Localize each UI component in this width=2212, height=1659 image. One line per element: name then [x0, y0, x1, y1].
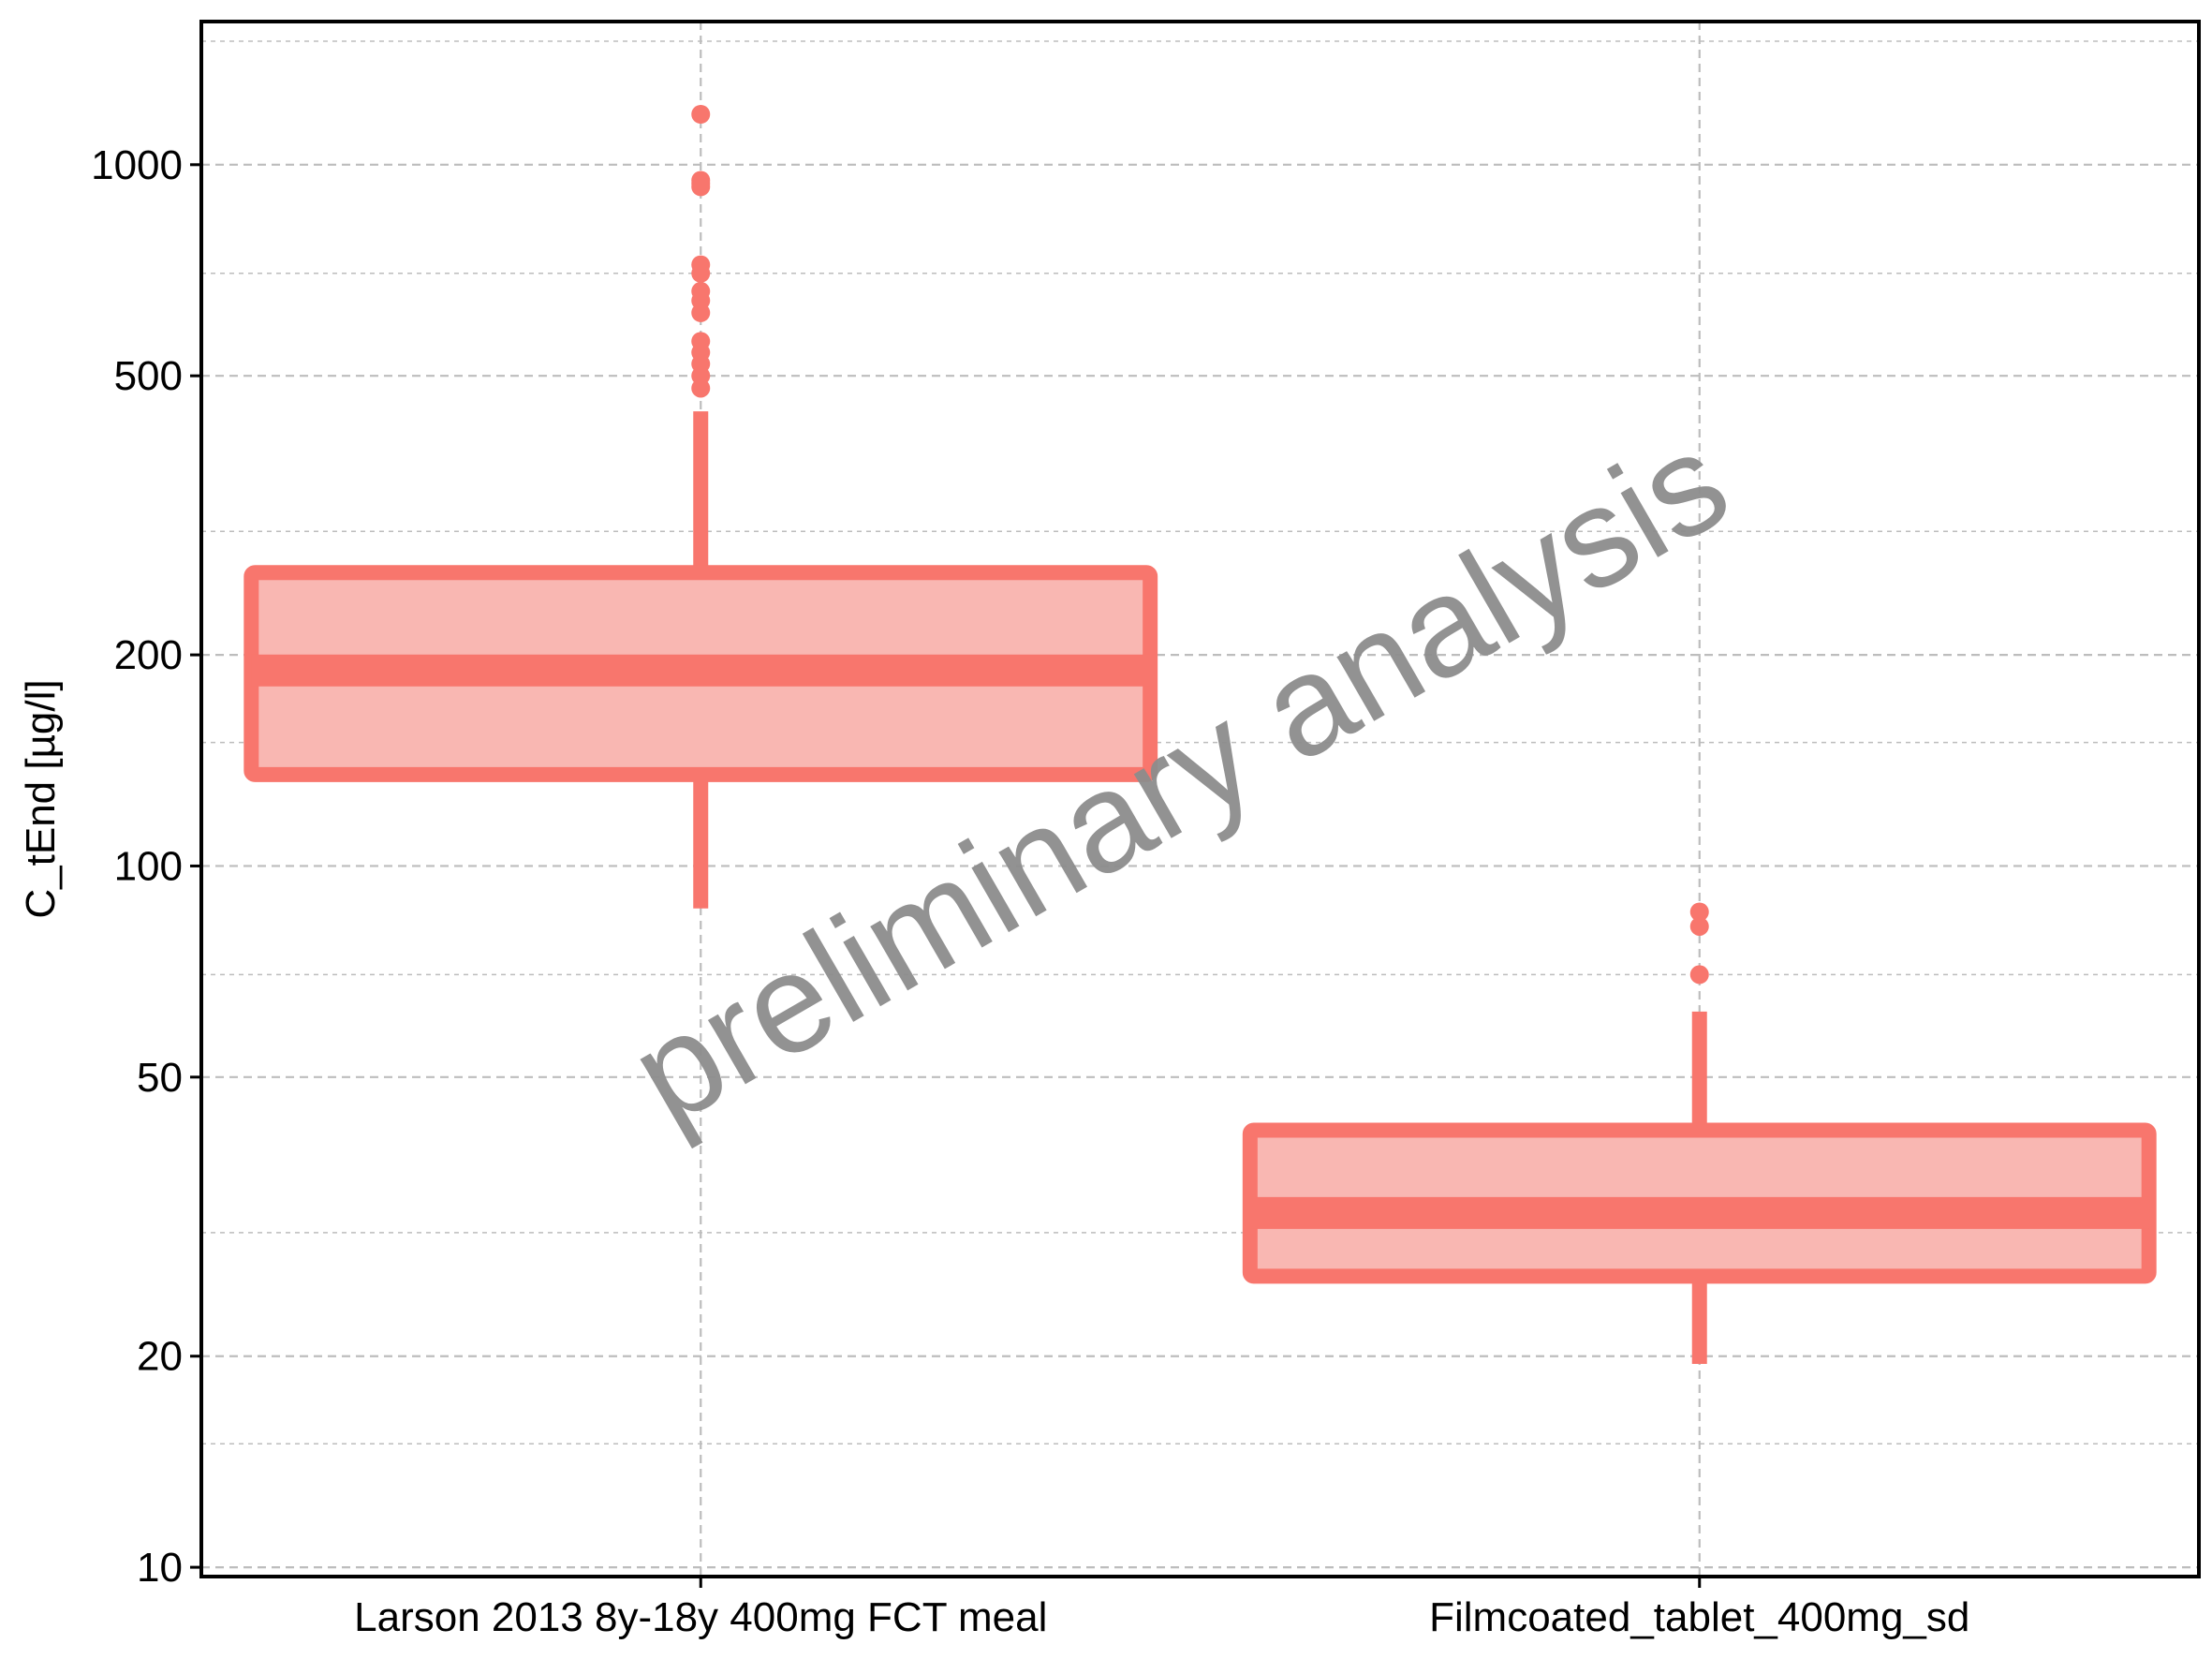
outlier-point	[691, 263, 711, 283]
outlier-point	[691, 378, 711, 398]
y-axis-title: C_tEnd [µg/l]	[18, 679, 64, 918]
y-tick-label: 10	[137, 1545, 183, 1591]
x-tick-label: Larson 2013 8y-18y 400mg FCT meal	[354, 1594, 1047, 1640]
y-tick-label: 1000	[91, 142, 183, 188]
axes: 10 20 50 100 200 500 1000 Larson 2013 8y-18y 40…	[91, 142, 1969, 1640]
grid-lines	[201, 22, 2199, 1577]
outlier-point	[691, 303, 711, 322]
y-tick-label: 200	[114, 632, 183, 678]
x-tick-label: Filmcoated_tablet_400mg_sd	[1429, 1594, 1969, 1640]
outlier-point	[1689, 965, 1709, 985]
outlier-point	[1689, 902, 1709, 922]
plot-panel-border	[199, 20, 2201, 1578]
y-tick-label: 20	[137, 1334, 183, 1380]
y-tick-label: 100	[114, 843, 183, 889]
boxes-layer	[243, 104, 2157, 1364]
y-tick-label: 50	[137, 1055, 183, 1101]
outlier-point	[691, 104, 711, 124]
y-tick-label: 500	[114, 353, 183, 399]
outlier-point	[1689, 916, 1709, 936]
outlier-point	[691, 177, 711, 197]
